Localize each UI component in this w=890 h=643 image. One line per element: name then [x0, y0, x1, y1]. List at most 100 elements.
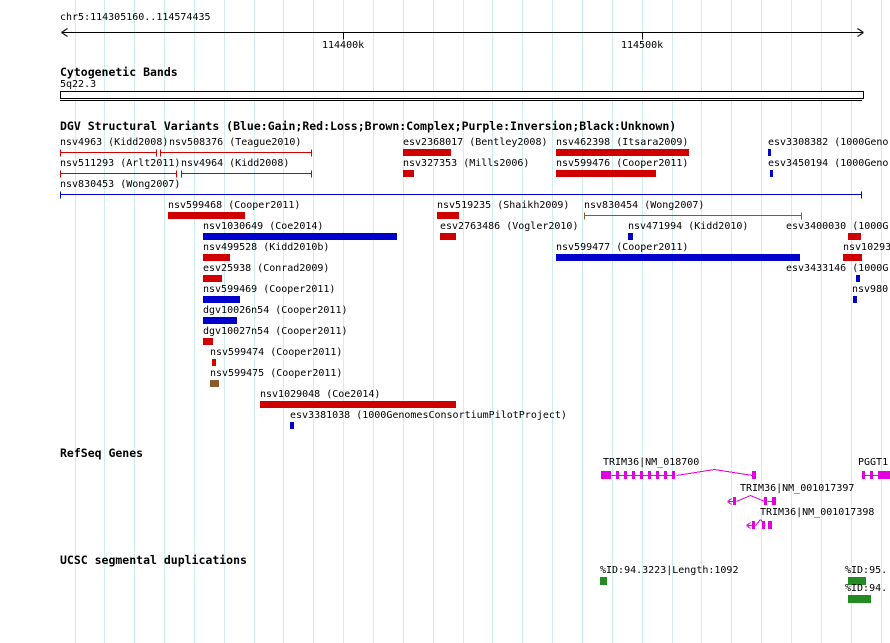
segdup-glyph[interactable] — [848, 577, 866, 585]
gene-exon[interactable] — [768, 521, 772, 529]
variant-label[interactable]: esv3433146 (1000G — [786, 263, 889, 274]
variant-glyph[interactable] — [203, 254, 230, 261]
gene-exon[interactable] — [878, 471, 890, 479]
segdup-glyph[interactable] — [848, 595, 871, 603]
variant-glyph[interactable] — [440, 233, 456, 240]
variant-label[interactable]: nsv830454 (Wong2007) — [584, 200, 705, 211]
gene-label[interactable]: TRIM36|NM_001017397 — [740, 483, 855, 494]
variant-label[interactable]: dgv10026n54 (Cooper2011) — [203, 305, 348, 316]
variant-glyph[interactable] — [212, 359, 216, 366]
gene-exon[interactable] — [656, 471, 659, 479]
variant-label[interactable]: nsv327353 (Mills2006) — [403, 158, 530, 169]
variant-label[interactable]: nsv599469 (Cooper2011) — [203, 284, 336, 295]
ruler-arrow-right-icon — [857, 28, 864, 33]
variant-label[interactable]: nsv599475 (Cooper2011) — [210, 368, 343, 379]
grid-line — [642, 0, 643, 643]
variant-glyph[interactable] — [403, 149, 451, 156]
variant-glyph[interactable] — [203, 275, 222, 282]
variant-glyph[interactable] — [403, 170, 414, 177]
cytoband-box[interactable] — [60, 91, 864, 99]
variant-label[interactable]: nsv4963 (Kidd2008) — [60, 137, 169, 148]
variant-label[interactable]: nsv4964 (Kidd2008) — [181, 158, 290, 169]
ruler-arrow-right-icon — [857, 32, 864, 37]
variant-label[interactable]: nsv980 — [852, 284, 889, 295]
variant-glyph[interactable] — [848, 233, 861, 240]
variant-label[interactable]: esv3381038 (1000GenomesConsortiumPilotPr… — [290, 410, 567, 421]
gene-intron-line — [746, 525, 751, 529]
variant-label[interactable]: dgv10027n54 (Cooper2011) — [203, 326, 348, 337]
variant-glyph[interactable] — [260, 401, 456, 408]
variant-glyph[interactable] — [853, 296, 857, 303]
cytoband-name: 5q22.3 — [60, 79, 97, 90]
variant-label[interactable]: nsv511293 (Arlt2011) — [60, 158, 181, 169]
gene-exon[interactable] — [616, 471, 619, 479]
gene-exon[interactable] — [862, 471, 865, 479]
variant-label[interactable]: esv3400030 (1000G — [786, 221, 889, 232]
segdup-glyph[interactable] — [600, 577, 607, 585]
variant-glyph[interactable] — [628, 233, 633, 240]
gene-intron-line — [714, 469, 753, 476]
gene-exon[interactable] — [764, 497, 767, 505]
variant-label[interactable]: nsv599476 (Cooper2011) — [556, 158, 689, 169]
grid-line — [582, 0, 583, 643]
variant-label[interactable]: esv2368017 (Bentley2008) — [403, 137, 548, 148]
segdup-label[interactable]: %ID:94.3223|Length:1092 — [600, 565, 739, 576]
segdup-label[interactable]: %ID:95. — [845, 565, 888, 576]
variant-label[interactable]: nsv1030649 (Coe2014) — [203, 221, 324, 232]
variant-glyph[interactable] — [203, 338, 213, 345]
variant-label[interactable]: nsv499528 (Kidd2010b) — [203, 242, 330, 253]
variant-glyph[interactable] — [437, 212, 459, 219]
variant-glyph[interactable] — [843, 254, 862, 261]
gene-label[interactable]: TRIM36|NM_001017398 — [760, 507, 875, 518]
variant-glyph[interactable] — [203, 233, 397, 240]
gene-label[interactable]: TRIM36|NM_018700 — [603, 457, 700, 468]
variant-glyph[interactable] — [768, 149, 771, 156]
variant-label[interactable]: esv3450194 (1000Geno — [768, 158, 889, 169]
variant-label[interactable]: nsv599468 (Cooper2011) — [168, 200, 301, 211]
variant-glyph[interactable] — [203, 296, 240, 303]
gene-exon[interactable] — [672, 471, 675, 479]
gene-exon[interactable] — [772, 497, 776, 505]
gene-exon[interactable] — [762, 521, 765, 529]
variant-label[interactable]: nsv1029048 (Coe2014) — [260, 389, 381, 400]
gene-exon[interactable] — [640, 471, 643, 479]
grid-line — [881, 0, 882, 643]
gene-exon[interactable] — [632, 471, 635, 479]
gene-exon[interactable] — [664, 471, 667, 479]
variant-glyph[interactable] — [556, 254, 800, 261]
variant-glyph[interactable] — [168, 212, 245, 219]
variant-glyph[interactable] — [290, 422, 294, 429]
variant-glyph[interactable] — [556, 170, 656, 177]
gene-exon[interactable] — [752, 521, 755, 529]
region-coordinates: chr5:114305160..114574435 — [60, 12, 211, 23]
gene-intron-line — [727, 498, 732, 502]
variant-label[interactable]: nsv462398 (Itsara2009) — [556, 137, 689, 148]
variant-label[interactable]: nsv10293 — [843, 242, 890, 253]
variant-label[interactable]: esv3308382 (1000Geno — [768, 137, 889, 148]
ruler-tick-label: 114400k — [322, 40, 365, 51]
variant-glyph[interactable] — [856, 275, 860, 282]
gene-label[interactable]: PGGT1 — [858, 457, 889, 468]
gene-exon[interactable] — [601, 471, 611, 479]
variant-label[interactable]: nsv508376 (Teague2010) — [169, 137, 302, 148]
variant-glyph[interactable] — [203, 317, 237, 324]
variant-label[interactable]: nsv471994 (Kidd2010) — [628, 221, 749, 232]
variant-label[interactable]: nsv830453 (Wong2007) — [60, 179, 181, 190]
segdup-label[interactable]: %ID:94. — [845, 583, 888, 594]
gene-exon[interactable] — [870, 471, 873, 479]
variant-label[interactable]: esv2763486 (Vogler2010) — [440, 221, 579, 232]
variant-glyph[interactable] — [210, 380, 219, 387]
variant-label[interactable]: nsv599477 (Cooper2011) — [556, 242, 689, 253]
variant-label[interactable]: nsv599474 (Cooper2011) — [210, 347, 343, 358]
gene-exon[interactable] — [733, 497, 736, 505]
grid-line — [75, 0, 76, 643]
variant-label[interactable]: esv25938 (Conrad2009) — [203, 263, 330, 274]
gene-intron-line — [676, 469, 715, 476]
variant-glyph[interactable] — [556, 149, 689, 156]
gene-exon[interactable] — [648, 471, 651, 479]
gene-exon[interactable] — [624, 471, 627, 479]
variant-glyph[interactable] — [770, 170, 773, 177]
variant-label[interactable]: nsv519235 (Shaikh2009) — [437, 200, 570, 211]
gene-exon[interactable] — [752, 471, 756, 479]
